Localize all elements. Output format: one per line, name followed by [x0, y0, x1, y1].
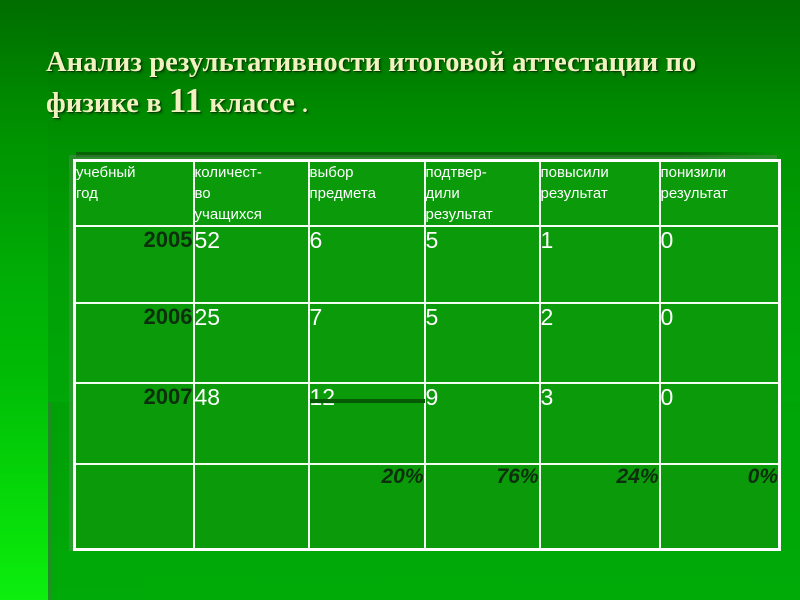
header-line: во — [194, 185, 211, 202]
column-header-academic-year: учебный год — [73, 159, 195, 227]
slide-title: Анализ результативности итоговой аттеста… — [46, 44, 766, 124]
cell-subject-choice: 7 — [307, 301, 426, 384]
header-line: повысили — [540, 164, 609, 181]
header-line: предмета — [309, 185, 376, 202]
header-line: количест- — [194, 164, 262, 181]
cell-year: 2007 — [73, 381, 195, 465]
column-header-student-count: количест- во учащихся — [192, 159, 310, 227]
table-row: 2005 52 6 5 1 0 — [73, 225, 781, 304]
cell-student-count: 52 — [192, 225, 310, 304]
cell-student-count: 48 — [192, 381, 310, 465]
column-header-confirmed-result: подтвер- дили результат — [423, 159, 541, 227]
table-top-accent-bar — [76, 152, 776, 157]
header-line: дили — [425, 185, 460, 202]
header-line: учебный — [76, 164, 136, 181]
table-header-row: учебный год количест- во учащихся выбор … — [73, 159, 781, 227]
slide-title-line2-suffix: классе — [202, 88, 303, 119]
header-line: выбор — [309, 164, 354, 181]
cell-student-count: 25 — [192, 301, 310, 384]
cell-percent-improved: 24% — [538, 462, 661, 551]
cell-year: 2005 — [73, 225, 195, 304]
cell-confirmed: 5 — [423, 301, 541, 384]
cell-percent-subject-choice: 20% — [307, 462, 426, 551]
cell-improved: 1 — [538, 225, 661, 304]
header-line: результат — [540, 185, 608, 202]
header-line: подтвер- — [425, 164, 487, 181]
column-header-subject-choice: выбор предмета — [307, 159, 426, 227]
cell-subject-choice: 12 — [307, 381, 426, 465]
table-row: 2006 25 7 5 2 0 — [73, 301, 781, 384]
background-mid-band-edge — [48, 402, 51, 600]
table-row: 2007 48 12 9 3 0 — [73, 381, 781, 465]
header-line: результат — [425, 206, 493, 223]
header-line: учащихся — [194, 206, 262, 223]
results-table: учебный год количест- во учащихся выбор … — [73, 159, 781, 551]
cell-year: 2006 — [73, 301, 195, 384]
cell-lowered: 0 — [658, 301, 781, 384]
column-header-improved-result: повысили результат — [538, 159, 661, 227]
row-2007-accent-segment — [310, 399, 425, 403]
table-percent-row: 20% 76% 24% 0% — [73, 462, 781, 551]
header-line: понизили — [660, 164, 727, 181]
cell-confirmed: 5 — [423, 225, 541, 304]
cell-improved: 2 — [538, 301, 661, 384]
column-header-lowered-result: понизили результат — [658, 159, 781, 227]
slide-title-period: . — [302, 92, 308, 117]
slide-title-line2-prefix: физике в — [46, 88, 169, 119]
cell-percent-lowered: 0% — [658, 462, 781, 551]
cell-lowered: 0 — [658, 225, 781, 304]
slide-title-grade-number: 11 — [168, 81, 203, 120]
cell-percent-year-blank — [73, 462, 195, 551]
cell-improved: 3 — [538, 381, 661, 465]
cell-percent-confirmed: 76% — [423, 462, 541, 551]
cell-subject-choice: 6 — [307, 225, 426, 304]
header-line: результат — [660, 185, 728, 202]
header-line: год — [76, 185, 98, 202]
cell-confirmed: 9 — [423, 381, 541, 465]
cell-percent-students-blank — [192, 462, 310, 551]
cell-lowered: 0 — [658, 381, 781, 465]
slide-title-line1: Анализ результативности итоговой аттеста… — [46, 47, 697, 78]
background-left-bright-band — [0, 0, 48, 600]
